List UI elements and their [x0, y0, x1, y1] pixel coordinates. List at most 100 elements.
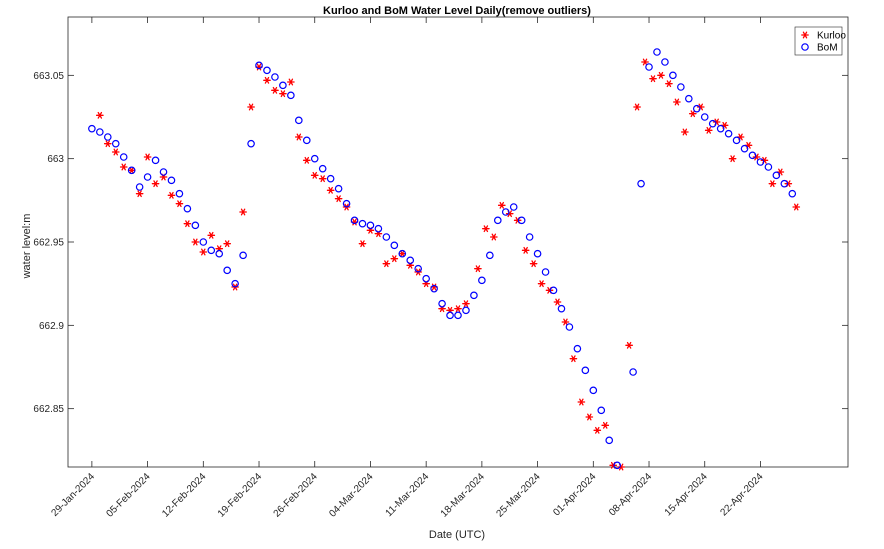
kurloo-point [239, 208, 247, 216]
bom-point [700, 113, 709, 121]
kurloo-point [593, 426, 602, 434]
bom-point [271, 73, 279, 81]
kurloo-point [665, 80, 673, 88]
kurloo-point [462, 300, 470, 308]
bom-point [756, 158, 765, 166]
kurloo-point [271, 86, 279, 94]
bom-point [669, 71, 677, 80]
bom-point [414, 264, 423, 273]
kurloo-point [537, 280, 546, 288]
kurloo-point [263, 76, 271, 84]
kurloo-point [183, 220, 192, 228]
bom-point [509, 203, 518, 211]
bom-point [573, 344, 582, 353]
bom-point [88, 124, 96, 133]
bom-point [239, 251, 247, 260]
kurloo-point [119, 163, 128, 171]
bom-point [446, 311, 454, 320]
bom-point [295, 116, 303, 125]
kurloo-point [577, 398, 586, 406]
kurloo-point [127, 166, 136, 174]
kurloo-point [143, 153, 152, 161]
bom-point [692, 104, 701, 113]
kurloo-point [390, 255, 399, 263]
bom-point [111, 139, 120, 148]
kurloo-point [294, 133, 303, 141]
bom-point [533, 249, 542, 258]
bom-point [199, 238, 208, 246]
kurloo-point [302, 156, 311, 164]
bom-point [398, 249, 407, 258]
bom-point [215, 249, 224, 258]
kurloo-point [657, 71, 665, 79]
kurloo-point [792, 203, 801, 211]
kurloo-point [601, 421, 610, 429]
bom-point [223, 266, 231, 275]
kurloo-point [358, 240, 367, 248]
bom-point [382, 233, 391, 241]
kurloo-point [398, 250, 407, 258]
bom-point [613, 461, 621, 470]
kurloo-point [497, 201, 506, 209]
bom-point [454, 311, 462, 320]
bom-point [788, 189, 797, 198]
bom-point [247, 139, 255, 148]
bom-point [119, 153, 128, 161]
bom-point [231, 279, 239, 288]
bom-point [302, 136, 311, 145]
legend-marker-bom [801, 43, 809, 51]
bom-point [478, 276, 486, 285]
bom-point [716, 124, 725, 133]
bom-point [486, 251, 494, 260]
kurloo-point [585, 413, 594, 421]
bom-point [334, 184, 343, 193]
y-tick-label: 663.05 [33, 71, 64, 82]
bom-point [772, 171, 781, 180]
bom-point [183, 204, 192, 213]
kurloo-point [318, 175, 327, 183]
kurloo-point [489, 233, 498, 241]
bom-point [637, 179, 645, 188]
bom-point [390, 241, 399, 250]
y-tick-label: 662.95 [33, 238, 64, 249]
kurloo-point [474, 265, 482, 273]
bom-point [326, 174, 335, 183]
kurloo-point [199, 248, 208, 256]
kurloo-point [768, 180, 777, 188]
kurloo-point [680, 128, 689, 136]
bom-point [740, 144, 749, 153]
legend-label-kurloo: Kurloo [817, 31, 846, 42]
bom-point [605, 436, 614, 445]
legend-box [794, 26, 843, 56]
series-kurloo [95, 58, 801, 471]
bom-point [342, 199, 351, 208]
kurloo-point [569, 355, 578, 363]
kurloo-point [310, 171, 319, 179]
bom-point [732, 136, 741, 145]
bom-point [127, 166, 136, 175]
bom-point [430, 284, 438, 293]
kurloo-point [167, 191, 176, 199]
kurloo-point [207, 231, 216, 239]
bom-point [493, 216, 502, 225]
bom-point [103, 133, 112, 141]
bom-point [135, 183, 144, 191]
bom-point [318, 164, 327, 173]
bom-point [565, 323, 574, 331]
bom-point [358, 219, 367, 228]
bom-point [645, 63, 653, 71]
kurloo-point [191, 238, 200, 246]
bom-point [350, 216, 359, 225]
bom-point [517, 216, 526, 225]
legend-label-bom: BoM [817, 43, 838, 54]
kurloo-point [135, 190, 144, 198]
bom-point [263, 66, 271, 75]
bom-point [462, 306, 470, 315]
bom-point [549, 286, 558, 295]
bom-point [685, 94, 693, 103]
x-axis-label: Date (UTC) [429, 529, 485, 541]
bom-point [581, 366, 590, 375]
kurloo-point [279, 90, 287, 98]
kurloo-point [529, 260, 538, 268]
